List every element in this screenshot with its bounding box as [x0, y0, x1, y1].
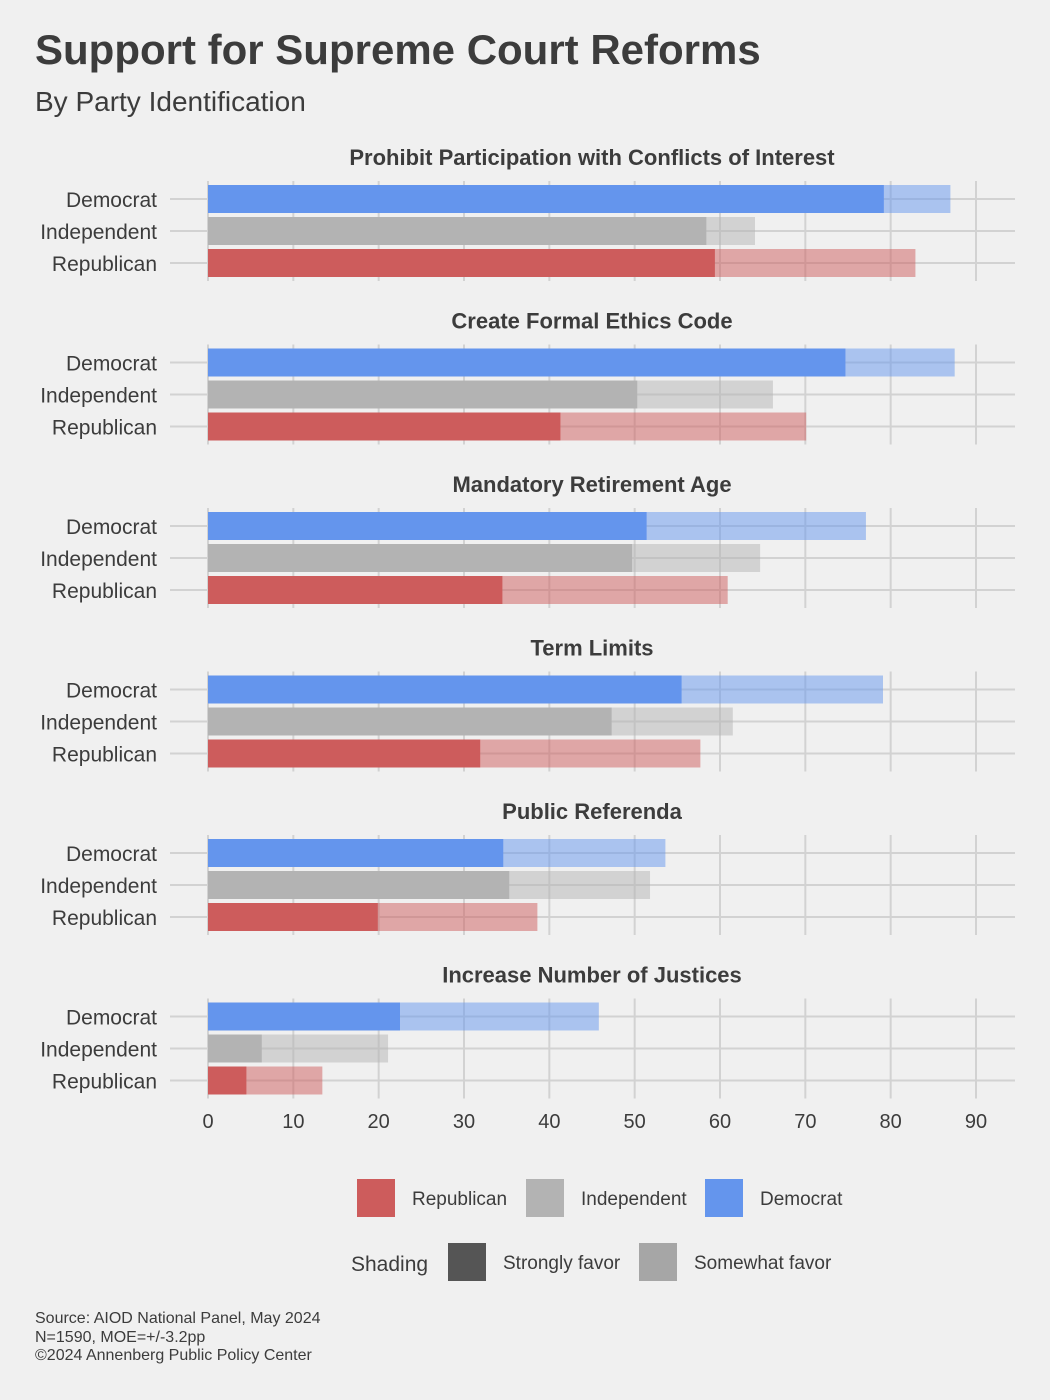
- bar-strongly-independent: [208, 217, 707, 245]
- bar-strongly-independent: [208, 871, 510, 899]
- bar-strongly-democrat: [208, 185, 884, 213]
- legend-swatch-democrat: [705, 1179, 743, 1217]
- group-label: Independent: [40, 385, 157, 408]
- panel-title: Term Limits: [530, 636, 653, 661]
- x-tick-label: 80: [880, 1111, 902, 1133]
- group-label: Republican: [52, 907, 157, 930]
- bar-strongly-republican: [208, 1066, 247, 1095]
- x-tick-label: 50: [624, 1111, 646, 1133]
- group-label: Democrat: [66, 843, 157, 866]
- legend-label: Democrat: [760, 1189, 843, 1210]
- group-label: Democrat: [66, 353, 157, 376]
- x-tick-label: 40: [538, 1111, 560, 1133]
- panel-title: Mandatory Retirement Age: [452, 472, 731, 497]
- bar-strongly-republican: [208, 412, 561, 441]
- group-label: Democrat: [66, 189, 157, 212]
- footer-source: Source: AIOD National Panel, May 2024: [35, 1310, 321, 1327]
- legend-swatch-shading: [448, 1243, 486, 1281]
- chart-subtitle: By Party Identification: [35, 86, 306, 117]
- x-tick-label: 90: [965, 1111, 987, 1133]
- group-label: Independent: [40, 221, 157, 244]
- group-label: Democrat: [66, 516, 157, 539]
- bar-strongly-republican: [208, 576, 503, 604]
- x-tick-label: 0: [202, 1111, 213, 1133]
- group-label: Independent: [40, 1039, 157, 1062]
- group-label: Republican: [52, 417, 157, 440]
- bar-strongly-independent: [208, 707, 612, 736]
- bar-strongly-republican: [208, 739, 481, 768]
- chart-title: Support for Supreme Court Reforms: [35, 26, 761, 73]
- group-label: Democrat: [66, 680, 157, 703]
- footer: Source: AIOD National Panel, May 2024 N=…: [35, 1310, 321, 1366]
- group-label: Independent: [40, 712, 157, 735]
- legend-swatch-shading: [639, 1243, 677, 1281]
- x-tick-label: 60: [709, 1111, 731, 1133]
- group-label: Republican: [52, 253, 157, 276]
- bar-strongly-democrat: [208, 1002, 400, 1031]
- bar-strongly-democrat: [208, 348, 846, 377]
- bar-strongly-independent: [208, 544, 633, 572]
- group-label: Republican: [52, 744, 157, 767]
- x-tick-label: 10: [282, 1111, 304, 1133]
- group-label: Independent: [40, 548, 157, 571]
- legend-label: Strongly favor: [503, 1253, 621, 1274]
- group-label: Republican: [52, 1071, 157, 1094]
- x-tick-label: 20: [368, 1111, 390, 1133]
- bar-strongly-democrat: [208, 512, 647, 540]
- group-label: Independent: [40, 875, 157, 898]
- legend-label: Republican: [412, 1189, 507, 1210]
- footer-copyright: ©2024 Annenberg Public Policy Center: [35, 1347, 312, 1364]
- bar-strongly-independent: [208, 1034, 262, 1063]
- panel-title: Prohibit Participation with Conflicts of…: [349, 145, 835, 170]
- group-label: Republican: [52, 580, 157, 603]
- group-label: Democrat: [66, 1007, 157, 1030]
- bar-strongly-democrat: [208, 839, 504, 867]
- panel-title: Public Referenda: [502, 799, 682, 824]
- legend-swatch-independent: [526, 1179, 564, 1217]
- shading-legend-title: Shading: [351, 1253, 428, 1276]
- panel-title: Increase Number of Justices: [442, 963, 742, 988]
- bar-strongly-democrat: [208, 675, 682, 704]
- legend-label: Independent: [581, 1189, 687, 1210]
- footer-sample: N=1590, MOE=+/-3.2pp: [35, 1328, 206, 1346]
- legend-label: Somewhat favor: [694, 1253, 832, 1274]
- bar-strongly-independent: [208, 380, 638, 409]
- bar-strongly-republican: [208, 903, 378, 931]
- legend-swatch-republican: [357, 1179, 395, 1217]
- bar-strongly-republican: [208, 249, 715, 277]
- x-tick-label: 30: [453, 1111, 475, 1133]
- panel-title: Create Formal Ethics Code: [451, 309, 732, 334]
- x-tick-label: 70: [794, 1111, 816, 1133]
